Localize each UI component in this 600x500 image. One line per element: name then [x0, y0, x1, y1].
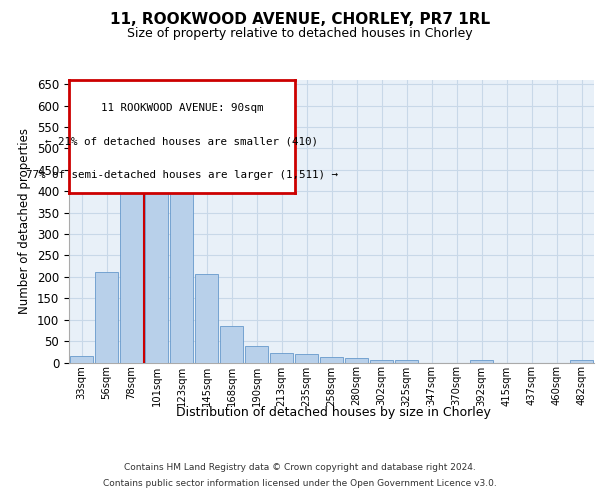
Text: 77% of semi-detached houses are larger (1,511) →: 77% of semi-detached houses are larger (… [26, 170, 338, 180]
Bar [95, 272, 118, 362]
Bar [220, 326, 243, 362]
Bar [120, 176, 143, 362]
Text: Size of property relative to detached houses in Chorley: Size of property relative to detached ho… [127, 28, 473, 40]
Bar [370, 360, 393, 362]
Bar [245, 346, 268, 362]
Bar [145, 147, 168, 362]
Text: Contains HM Land Registry data © Crown copyright and database right 2024.: Contains HM Land Registry data © Crown c… [124, 464, 476, 472]
Bar [470, 360, 493, 362]
Text: 11 ROOKWOOD AVENUE: 90sqm: 11 ROOKWOOD AVENUE: 90sqm [101, 102, 263, 113]
Text: Contains public sector information licensed under the Open Government Licence v3: Contains public sector information licen… [103, 478, 497, 488]
Y-axis label: Number of detached properties: Number of detached properties [19, 128, 31, 314]
Bar [570, 360, 593, 362]
Text: Distribution of detached houses by size in Chorley: Distribution of detached houses by size … [176, 406, 490, 419]
Bar [195, 274, 218, 362]
Text: ← 21% of detached houses are smaller (410): ← 21% of detached houses are smaller (41… [46, 136, 319, 146]
Bar [295, 354, 318, 362]
Bar [345, 358, 368, 362]
Bar [70, 356, 93, 362]
Bar [395, 360, 418, 362]
Bar [170, 188, 193, 362]
Text: 11, ROOKWOOD AVENUE, CHORLEY, PR7 1RL: 11, ROOKWOOD AVENUE, CHORLEY, PR7 1RL [110, 12, 490, 28]
Bar [270, 353, 293, 362]
Bar [320, 358, 343, 362]
